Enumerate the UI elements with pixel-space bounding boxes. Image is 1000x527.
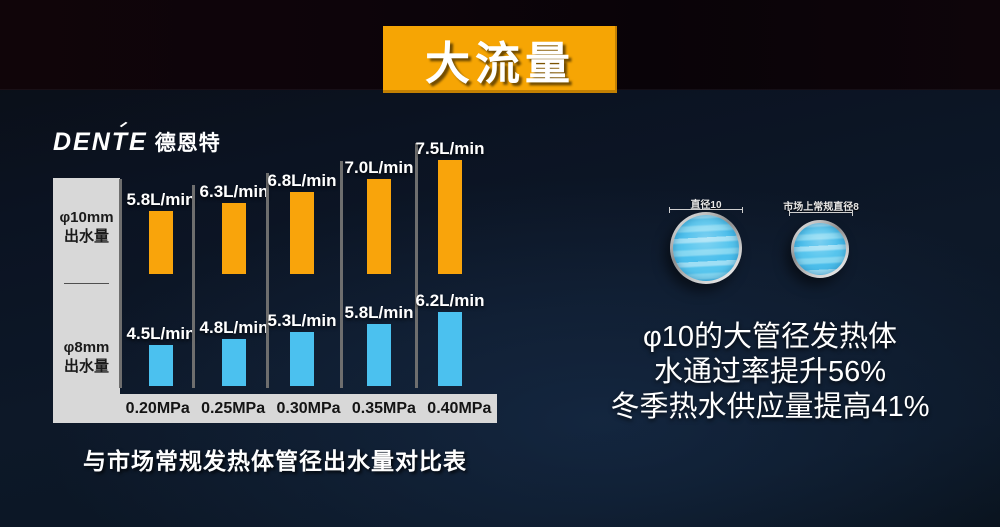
bar-value-label: 5.3L/min — [267, 311, 337, 330]
flow-bar-small-pipe — [222, 339, 246, 386]
row-label-8mm-output: 出水量 — [63, 358, 109, 375]
brand-logo-latin: DENTE — [53, 127, 148, 156]
highlight-line-3: 冬季热水供应量提高41% — [610, 391, 930, 423]
column-separator-line — [415, 143, 418, 388]
brand-logo-cjk: 德恩特 — [154, 132, 221, 155]
pipe-small-dimension-line — [789, 210, 853, 216]
bar-value-label: 6.8L/min — [267, 171, 337, 190]
highlight-text-block: φ10的大管径发热体 水通过率提升56% 冬季热水供应量提高41% — [560, 320, 980, 425]
title-banner: 大流量 — [383, 26, 617, 93]
bar-value-label: 6.3L/min — [199, 182, 269, 201]
chart-x-axis: 0.20MPa 0.25MPa 0.30MPa 0.35MPa 0.40MPa — [120, 394, 497, 423]
pipe-water-texture — [673, 215, 739, 281]
row-divider-line — [64, 283, 109, 284]
pressure-tick-label: 0.30MPa — [276, 400, 341, 417]
bar-value-label: 7.0L/min — [344, 158, 414, 177]
column-separator-line — [192, 185, 195, 388]
chart-caption: 与市场常规发热体管径出水量对比表 — [83, 448, 467, 474]
row-label-10mm-output: 出水量 — [63, 228, 109, 245]
flow-bar-large-pipe — [149, 211, 173, 274]
flow-bar-small-pipe — [149, 345, 173, 386]
pipe-small-label: 市场上常规直径8 — [783, 202, 859, 213]
flow-bar-large-pipe — [367, 179, 391, 274]
row-label-10mm-diameter: φ10mm — [59, 209, 114, 226]
column-separator-line — [340, 161, 343, 388]
chart-row-axis-panel: φ10mm 出水量 φ8mm 出水量 — [53, 178, 120, 423]
pressure-tick-label: 0.25MPa — [201, 400, 266, 417]
bar-value-label: 4.5L/min — [126, 324, 196, 343]
bar-value-label: 5.8L/min — [126, 190, 196, 209]
bar-value-label: 6.2L/min — [415, 291, 485, 310]
pipe-water-texture — [794, 223, 846, 275]
pipe-cross-section-large — [670, 212, 742, 284]
bar-value-label: 4.8L/min — [199, 318, 269, 337]
pressure-tick-label: 0.40MPa — [427, 400, 492, 417]
page-title: 大流量 — [424, 38, 575, 89]
row-label-10mm: φ10mm 出水量 — [53, 208, 120, 246]
pipe-large-label: 直径10 — [690, 200, 722, 211]
pressure-tick-label: 0.20MPa — [125, 400, 190, 417]
column-separator-line — [266, 173, 269, 388]
flow-bar-large-pipe — [438, 160, 462, 274]
highlight-line-2: 水通过率提升56% — [653, 356, 887, 388]
row-label-8mm-diameter: φ8mm — [63, 339, 110, 356]
brand-logo: DENTE 德恩特 — [53, 121, 221, 157]
flow-bar-small-pipe — [438, 312, 462, 386]
bar-value-label: 5.8L/min — [344, 303, 414, 322]
flow-bar-small-pipe — [290, 332, 314, 386]
pipe-large-dimension-line — [669, 207, 743, 213]
highlight-line-1: φ10的大管径发热体 — [642, 321, 898, 353]
pipe-cross-section-small — [791, 220, 849, 278]
pressure-tick-label: 0.35MPa — [351, 400, 416, 417]
flow-bar-large-pipe — [222, 203, 246, 274]
column-separator-line — [119, 179, 122, 388]
bar-value-label: 7.5L/min — [415, 139, 485, 158]
flow-bar-large-pipe — [290, 192, 314, 274]
flow-bar-small-pipe — [367, 324, 391, 386]
row-label-8mm: φ8mm 出水量 — [53, 338, 120, 376]
